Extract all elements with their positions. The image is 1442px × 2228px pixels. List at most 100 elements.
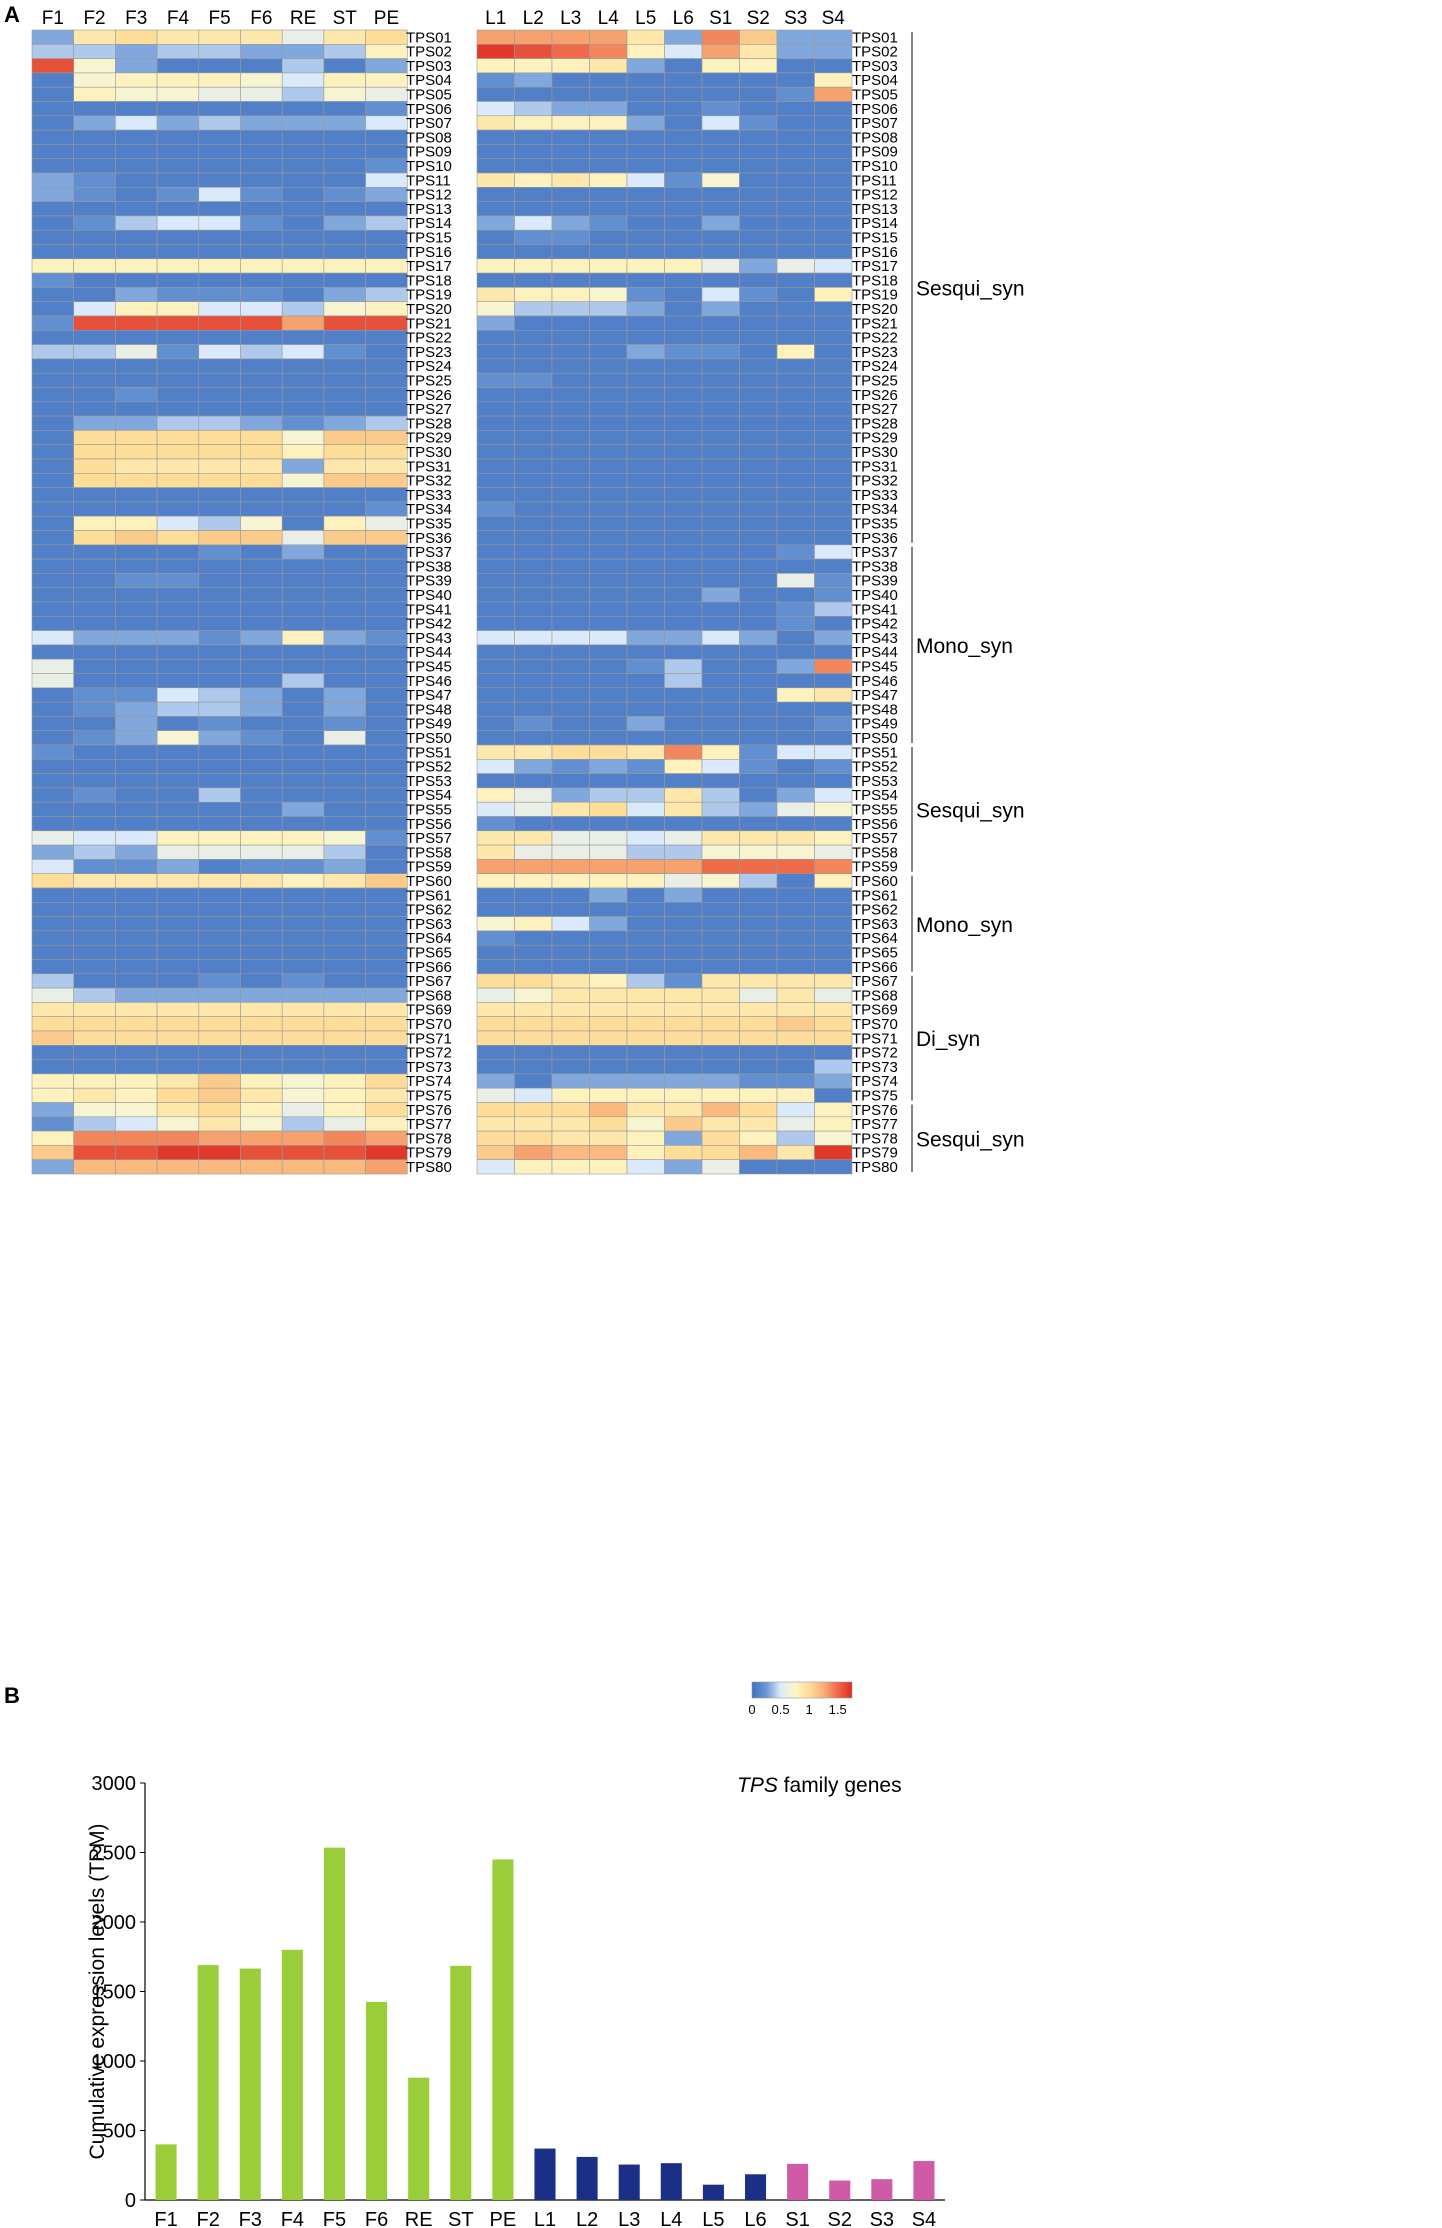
heatmap-cell-left-TPS09-F4 [156, 144, 200, 159]
heatmap-cell-right-TPS68-L5 [626, 987, 665, 1003]
heatmap-cell-right-TPS08-S4 [814, 129, 853, 145]
heatmap-cell-right-TPS57-S1 [701, 830, 740, 846]
heatmap-cell-right-TPS33-L5 [626, 487, 665, 503]
heatmap-cell-left-TPS06-F2 [73, 101, 116, 117]
heatmap-cell-right-TPS77-L4 [589, 1116, 628, 1132]
bar-S3 [871, 2179, 893, 2200]
heatmap-cell-left-TPS70-PE [365, 1016, 408, 1032]
heatmap-cell-left-TPS45-ST [323, 658, 366, 674]
heatmap-cell-right-TPS06-S1 [701, 101, 740, 117]
heatmap-cell-left-TPS56-F5 [198, 816, 241, 832]
heatmap-cell-right-TPS39-S4 [814, 573, 853, 589]
heatmap-cell-left-TPS01-PE [365, 29, 408, 45]
row-label-left-TPS52: TPS52 [406, 759, 452, 776]
heatmap-cell-right-TPS20-L3 [551, 301, 590, 317]
row-label-left-TPS31: TPS31 [406, 458, 452, 475]
heatmap-cell-left-TPS33-F1 [31, 487, 75, 503]
heatmap-cell-right-TPS50-L2 [514, 730, 553, 746]
heatmap-cell-right-TPS43-L1 [476, 630, 515, 646]
heatmap-cell-right-TPS06-S3 [776, 101, 815, 117]
heatmap-cell-left-TPS20-F6 [240, 301, 283, 317]
heatmap-cell-left-TPS52-F5 [198, 758, 241, 774]
heatmap-cell-right-TPS35-S1 [701, 515, 740, 531]
heatmap-cell-left-TPS15-ST [323, 229, 366, 245]
heatmap-cell-right-TPS49-S4 [814, 716, 853, 732]
heatmap-cell-right-TPS22-S4 [814, 329, 853, 345]
heatmap-cell-right-TPS62-L4 [589, 901, 628, 917]
heatmap-cell-left-TPS07-PE [365, 115, 408, 131]
heatmap-cell-right-TPS10-L2 [514, 158, 553, 174]
heatmap-cell-left-TPS53-F2 [73, 773, 116, 789]
heatmap-cell-right-TPS55-S2 [739, 801, 778, 817]
heatmap-cell-left-TPS34-F1 [31, 501, 75, 517]
row-label-left-TPS10: TPS10 [406, 158, 452, 175]
heatmap-cell-left-TPS26-F4 [156, 387, 200, 403]
heatmap-cell-left-TPS69-F4 [156, 1002, 200, 1018]
row-label-right-TPS57: TPS57 [852, 830, 898, 847]
heatmap-cell-right-TPS31-L2 [514, 458, 553, 474]
heatmap-cell-left-TPS51-ST [323, 744, 366, 760]
heatmap-cell-left-TPS60-F2 [73, 873, 116, 889]
row-label-left-TPS66: TPS66 [406, 959, 452, 976]
heatmap-cell-left-TPS53-F5 [198, 773, 241, 789]
heatmap-cell-left-TPS26-F5 [198, 387, 241, 403]
heatmap-cell-right-TPS66-S1 [701, 959, 740, 975]
heatmap-cell-left-TPS29-F2 [73, 430, 116, 445]
heatmap-cell-left-TPS17-F3 [115, 258, 158, 274]
heatmap-cell-left-TPS57-F2 [73, 830, 116, 846]
heatmap-cell-right-TPS39-L2 [514, 573, 553, 589]
heatmap-cell-right-TPS07-L4 [589, 115, 628, 131]
heatmap-cell-left-TPS53-PE [365, 773, 408, 789]
heatmap-cell-right-TPS22-L2 [514, 329, 553, 345]
heatmap-cell-left-TPS18-RE [281, 272, 325, 288]
heatmap-cell-right-TPS65-S3 [776, 944, 815, 960]
row-label-left-TPS53: TPS53 [406, 773, 452, 790]
heatmap-cell-left-TPS25-F5 [198, 372, 241, 388]
heatmap-cell-right-TPS06-L6 [664, 101, 703, 117]
row-label-left-TPS48: TPS48 [406, 701, 452, 718]
row-label-left-TPS56: TPS56 [406, 816, 452, 833]
heatmap-cell-right-TPS02-L3 [551, 43, 590, 59]
row-label-right-TPS78: TPS78 [852, 1130, 898, 1147]
heatmap-cell-left-TPS71-F1 [31, 1030, 75, 1046]
heatmap-cell-left-TPS18-PE [365, 272, 408, 288]
heatmap-cell-right-TPS53-S3 [776, 773, 815, 789]
heatmap-cell-left-TPS05-F3 [115, 86, 158, 102]
heatmap-cell-left-TPS61-F1 [31, 887, 75, 903]
heatmap-cell-right-TPS17-L3 [551, 258, 590, 274]
heatmap-cell-right-TPS33-S4 [814, 487, 853, 503]
heatmap-cell-right-TPS19-L2 [514, 287, 553, 302]
heatmap-cell-right-TPS70-L2 [514, 1016, 553, 1032]
heatmap-cell-left-TPS31-F4 [156, 458, 200, 474]
heatmap-cell-left-TPS05-F6 [240, 86, 283, 102]
heatmap-cell-left-TPS37-ST [323, 544, 366, 560]
heatmap-cell-right-TPS67-L4 [589, 973, 628, 989]
heatmap-cell-right-TPS59-L5 [626, 859, 665, 875]
heatmap-cell-right-TPS57-S4 [814, 830, 853, 846]
heatmap-cell-right-TPS72-L1 [476, 1045, 515, 1060]
heatmap-cell-right-TPS60-L1 [476, 873, 515, 889]
heatmap-cell-right-TPS57-L5 [626, 830, 665, 846]
heatmap-cell-left-TPS22-F5 [198, 329, 241, 345]
heatmap-cell-left-TPS64-PE [365, 930, 408, 946]
heatmap-cell-left-TPS56-RE [281, 816, 325, 832]
heatmap-cell-right-TPS79-L6 [664, 1145, 703, 1161]
heatmap-cell-left-TPS47-F1 [31, 687, 75, 703]
heatmap-cell-right-TPS16-L2 [514, 244, 553, 260]
heatmap-cell-right-TPS44-L4 [589, 644, 628, 660]
heatmap-cell-left-TPS40-PE [365, 587, 408, 603]
bar-S1 [787, 2163, 809, 2200]
row-label-left-TPS71: TPS71 [406, 1030, 452, 1047]
heatmap-cell-right-TPS65-L5 [626, 944, 665, 960]
heatmap-cell-right-TPS51-L4 [589, 744, 628, 760]
heatmap-cell-left-TPS09-ST [323, 144, 366, 159]
heatmap-cell-left-TPS35-F5 [198, 515, 241, 531]
heatmap-cell-left-TPS77-RE [281, 1116, 325, 1132]
heatmap-cell-right-TPS07-S3 [776, 115, 815, 131]
y-axis-title: Cumulative expression levels (TPM) [86, 1823, 109, 2159]
heatmap-cell-right-TPS72-S4 [814, 1045, 853, 1060]
heatmap-cell-right-TPS16-L6 [664, 244, 703, 260]
heatmap-cell-left-TPS61-F2 [73, 887, 116, 903]
heatmap-cell-right-TPS80-L4 [589, 1159, 628, 1175]
